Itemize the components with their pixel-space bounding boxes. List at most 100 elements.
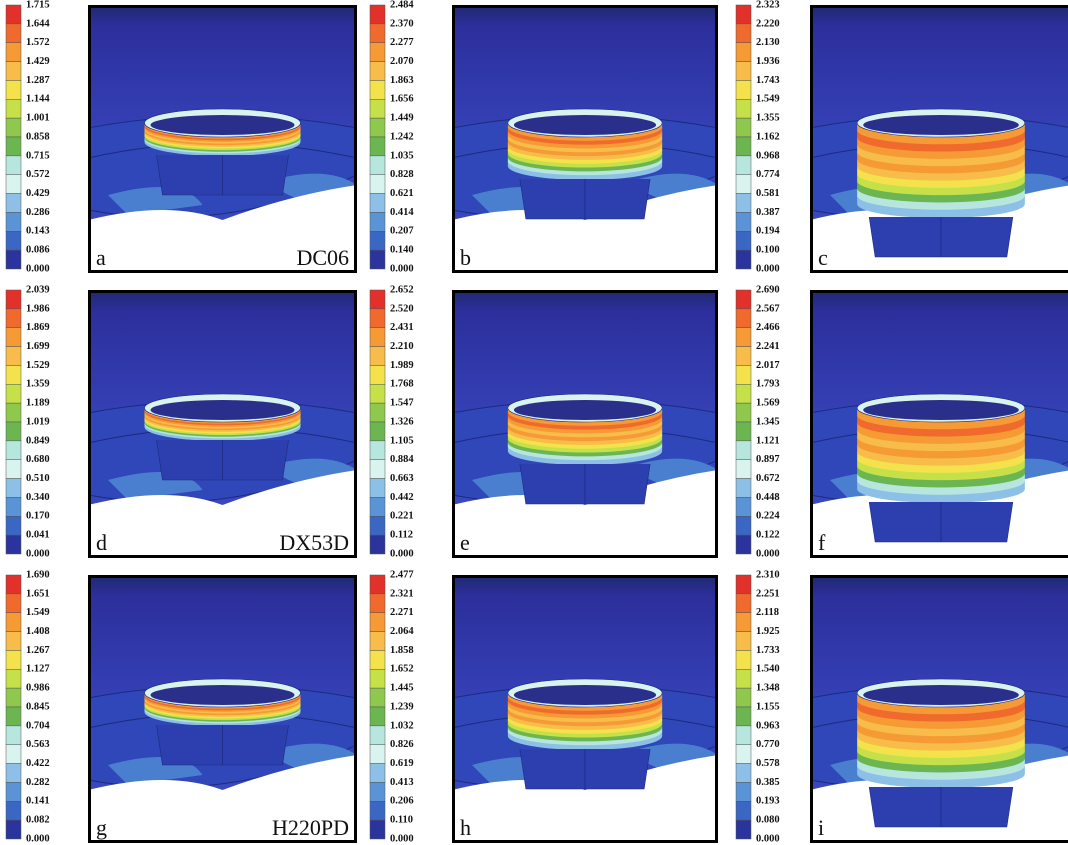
legend-swatch: [736, 118, 751, 137]
legend-label: 1.105: [390, 435, 414, 446]
legend-swatch: [6, 43, 21, 62]
legend-swatch: [6, 726, 21, 745]
panel-letter: f: [818, 530, 826, 555]
simulation-image: [810, 290, 1068, 558]
legend-label: 0.122: [756, 530, 780, 541]
material-name: DX53D: [279, 530, 349, 555]
legend-label: 0.206: [390, 796, 414, 807]
legend-label: 1.239: [390, 701, 414, 712]
panel-letter: e: [460, 530, 470, 555]
legend-label: 1.715: [26, 0, 50, 10]
legend-label: 1.359: [26, 379, 50, 390]
legend-swatch: [736, 365, 751, 384]
legend-label: 2.431: [390, 322, 414, 333]
legend-label: 0.100: [756, 245, 780, 256]
legend-label: 1.127: [26, 664, 50, 675]
legend-label: 0.619: [390, 758, 414, 769]
legend-swatch: [370, 24, 385, 43]
legend-swatch: [736, 175, 751, 194]
legend-label: 1.549: [756, 94, 780, 105]
legend-label: 2.017: [756, 360, 780, 371]
legend-label: 0.422: [26, 758, 50, 769]
legend-label: 1.569: [756, 398, 780, 409]
legend-label: 1.429: [26, 56, 50, 67]
legend-label: 0.413: [390, 777, 414, 788]
legend-swatch: [6, 231, 21, 250]
legend-swatch: [370, 43, 385, 62]
legend-swatch: [370, 613, 385, 632]
legend-label: 2.652: [390, 284, 414, 295]
panel-letter: d: [96, 530, 107, 555]
legend-swatch: [6, 118, 21, 137]
legend-label: 0.884: [390, 454, 414, 465]
legend-swatch: [370, 726, 385, 745]
legend-swatch: [736, 194, 751, 213]
legend-label: 2.484: [390, 0, 414, 10]
legend-label: 1.035: [390, 150, 414, 161]
legend-swatch: [370, 118, 385, 137]
legend-label: 0.897: [756, 454, 780, 465]
legend-swatch: [6, 632, 21, 651]
legend-label: 2.277: [390, 37, 414, 48]
legend-label: 0.000: [26, 833, 50, 844]
legend-swatch: [370, 422, 385, 441]
legend-label: 0.442: [390, 492, 414, 503]
legend-label: 0.572: [26, 169, 50, 180]
legend-swatch: [370, 290, 385, 309]
legend-label: 0.000: [390, 263, 414, 274]
hole: [514, 115, 656, 135]
legend-swatch: [6, 688, 21, 707]
legend-label: 1.019: [26, 416, 50, 427]
material-name: DC06: [296, 245, 349, 270]
legend-label: 2.064: [390, 626, 414, 637]
legend-label: 0.963: [756, 720, 780, 731]
legend-swatch: [6, 365, 21, 384]
legend-swatch: [736, 650, 751, 669]
legend-label: 1.743: [756, 75, 780, 86]
legend-label: 0.286: [26, 207, 50, 218]
legend-label: 1.547: [390, 398, 414, 409]
legend-label: 0.448: [756, 492, 780, 503]
legend-label: 0.510: [26, 473, 50, 484]
legend-label: 0.170: [26, 511, 50, 522]
legend-label: 2.323: [756, 0, 780, 10]
legend-swatch: [736, 5, 751, 24]
legend-swatch: [370, 365, 385, 384]
legend-label: 0.986: [26, 683, 50, 694]
legend-swatch: [736, 801, 751, 820]
legend-swatch: [370, 516, 385, 535]
legend-swatch: [6, 175, 21, 194]
panel-letter: c: [818, 245, 828, 270]
material-name: H220PD: [272, 815, 349, 840]
legend-label: 0.581: [756, 188, 780, 199]
legend-swatch: [6, 613, 21, 632]
legend-swatch: [736, 43, 751, 62]
legend-swatch: [736, 516, 751, 535]
color-legend: 2.6522.5202.4312.2101.9891.7681.5471.326…: [370, 284, 414, 559]
legend-label: 2.271: [390, 607, 414, 618]
legend-label: 1.032: [390, 720, 414, 731]
legend-label: 1.651: [26, 588, 50, 599]
legend-label: 0.086: [26, 245, 50, 256]
legend-swatch: [736, 594, 751, 613]
legend-swatch: [370, 212, 385, 231]
legend-label: 1.144: [26, 94, 50, 105]
legend-label: 1.925: [756, 626, 780, 637]
legend-label: 1.345: [756, 416, 780, 427]
legend-swatch: [6, 290, 21, 309]
legend-swatch: [370, 441, 385, 460]
simulation-image: [452, 5, 718, 273]
legend-label: 1.001: [26, 113, 50, 124]
legend-label: 0.704: [26, 720, 50, 731]
legend-swatch: [370, 5, 385, 24]
legend-swatch: [736, 328, 751, 347]
legend-label: 1.936: [756, 56, 780, 67]
legend-swatch: [6, 80, 21, 99]
legend-swatch: [370, 384, 385, 403]
legend-swatch: [736, 782, 751, 801]
legend-swatch: [736, 422, 751, 441]
legend-label: 0.000: [756, 263, 780, 274]
legend-label: 2.210: [390, 341, 414, 352]
legend-label: 1.121: [756, 435, 780, 446]
legend-label: 1.986: [26, 303, 50, 314]
